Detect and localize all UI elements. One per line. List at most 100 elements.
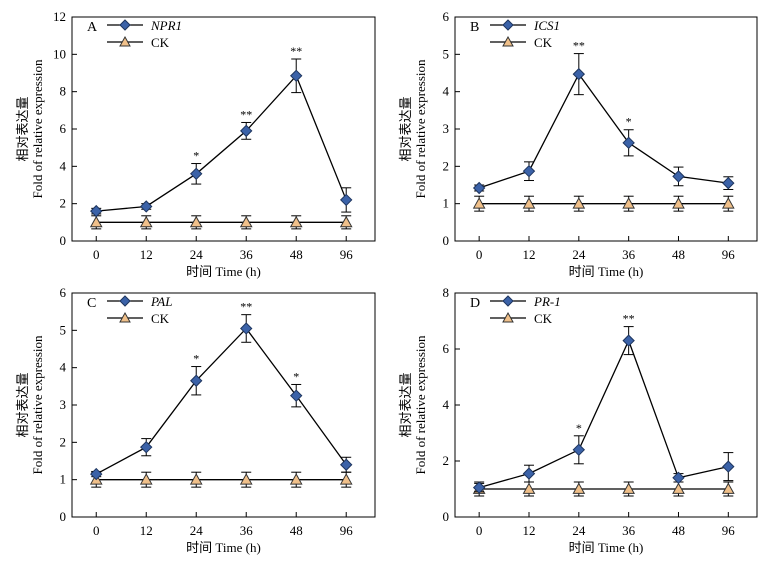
x-tick-label: 36 [622, 523, 636, 538]
legend-label-treatment: ICS1 [533, 18, 560, 33]
legend-label-ck: CK [534, 311, 553, 326]
y-tick-label: 4 [443, 397, 450, 412]
x-tick-label: 0 [93, 523, 100, 538]
y-tick-label: 2 [60, 196, 67, 211]
y-tick-label: 5 [60, 322, 67, 337]
y-tick-label: 5 [443, 46, 450, 61]
x-tick-label: 96 [340, 247, 354, 262]
y-tick-label: 2 [60, 434, 67, 449]
y-tick-label: 10 [53, 46, 66, 61]
y-tick-label: 4 [60, 158, 67, 173]
y-axis-label-cn: 相对表达量 [15, 372, 30, 437]
x-tick-label: 96 [722, 523, 736, 538]
x-tick-label: 0 [93, 247, 100, 262]
x-tick-label: 12 [140, 523, 153, 538]
y-tick-label: 8 [60, 84, 67, 99]
data-point [573, 444, 584, 455]
x-tick-label: 48 [672, 523, 685, 538]
panel-letter: B [470, 20, 479, 35]
data-point [723, 461, 734, 472]
series-line [479, 341, 728, 488]
y-axis-label-en: Fold of relative expression [413, 335, 428, 474]
significance-marker: ** [573, 39, 585, 53]
panel-letter: C [87, 296, 96, 311]
x-tick-label: 24 [572, 523, 586, 538]
significance-marker: * [193, 352, 199, 366]
data-point [623, 335, 634, 346]
panel-letter: A [87, 20, 98, 35]
series-treatment: ***** [91, 44, 352, 217]
series-ck [91, 472, 352, 487]
y-tick-label: 8 [443, 285, 450, 300]
x-axis-label: 时间 Time (h) [569, 540, 644, 555]
series-treatment: **** [91, 300, 352, 480]
series-treatment: *** [474, 39, 734, 194]
legend-marker-treatment [120, 20, 130, 30]
y-tick-label: 6 [443, 341, 450, 356]
y-axis-label-en: Fold of relative expression [30, 335, 45, 474]
y-tick-label: 2 [443, 158, 450, 173]
y-axis-label-cn: 相对表达量 [398, 96, 413, 161]
series-line [96, 76, 346, 211]
data-point [673, 171, 684, 182]
x-tick-label: 0 [476, 247, 483, 262]
data-point [523, 166, 534, 177]
legend-label-treatment: PAL [150, 294, 172, 309]
x-tick-label: 12 [140, 247, 153, 262]
data-point [573, 69, 584, 80]
data-point [341, 459, 352, 470]
x-tick-label: 36 [240, 523, 254, 538]
x-axis-label: 时间 Time (h) [186, 264, 261, 279]
plot-frame [455, 293, 757, 517]
significance-marker: * [193, 149, 199, 163]
data-point [141, 201, 152, 212]
x-tick-label: 96 [722, 247, 736, 262]
legend-marker-treatment [503, 20, 513, 30]
figure: 0 2 4 6 8 10 12 0 12 24 36 48 96 时间 Time (h) 相对表达量 Fold… [0, 0, 783, 565]
legend-label-ck: CK [534, 35, 553, 50]
y-tick-label: 2 [443, 453, 450, 468]
y-tick-label: 0 [443, 509, 450, 524]
data-point [91, 206, 102, 217]
y-tick-label: 1 [60, 472, 67, 487]
y-axis-label-cn: 相对表达量 [398, 372, 413, 437]
series-ck [474, 196, 734, 211]
y-tick-label: 3 [443, 121, 450, 136]
y-tick-label: 6 [60, 285, 67, 300]
data-point [141, 442, 152, 453]
plot-frame [72, 17, 375, 241]
x-tick-label: 48 [290, 247, 303, 262]
x-tick-label: 24 [190, 247, 204, 262]
significance-marker: * [626, 115, 632, 129]
x-tick-label: 36 [240, 247, 254, 262]
x-axis-label: 时间 Time (h) [186, 540, 261, 555]
y-tick-label: 6 [443, 9, 450, 24]
x-tick-label: 24 [190, 523, 204, 538]
legend-label-treatment: PR-1 [533, 294, 561, 309]
y-tick-label: 0 [60, 233, 67, 248]
series-ck [474, 482, 734, 496]
y-axis-label-cn: 相对表达量 [15, 96, 30, 161]
legend-marker-treatment [503, 296, 513, 306]
y-tick-label: 4 [60, 360, 67, 375]
legend-marker-treatment [120, 296, 130, 306]
significance-marker: ** [623, 312, 635, 326]
significance-marker: ** [240, 107, 252, 121]
x-tick-label: 12 [522, 247, 535, 262]
y-tick-label: 1 [443, 196, 450, 211]
y-tick-label: 4 [443, 84, 450, 99]
series-line [479, 74, 728, 188]
significance-marker: * [293, 369, 299, 383]
legend-label-ck: CK [151, 311, 170, 326]
x-tick-label: 48 [672, 247, 685, 262]
y-tick-label: 0 [443, 233, 450, 248]
x-tick-label: 12 [522, 523, 535, 538]
data-point [523, 468, 534, 479]
figure-canvas: 0246810120 12 24 36 48 96时间 Time (h)相对表达量 Fold… [0, 0, 783, 565]
data-point [474, 182, 485, 193]
x-tick-label: 0 [476, 523, 483, 538]
data-point [723, 178, 734, 189]
